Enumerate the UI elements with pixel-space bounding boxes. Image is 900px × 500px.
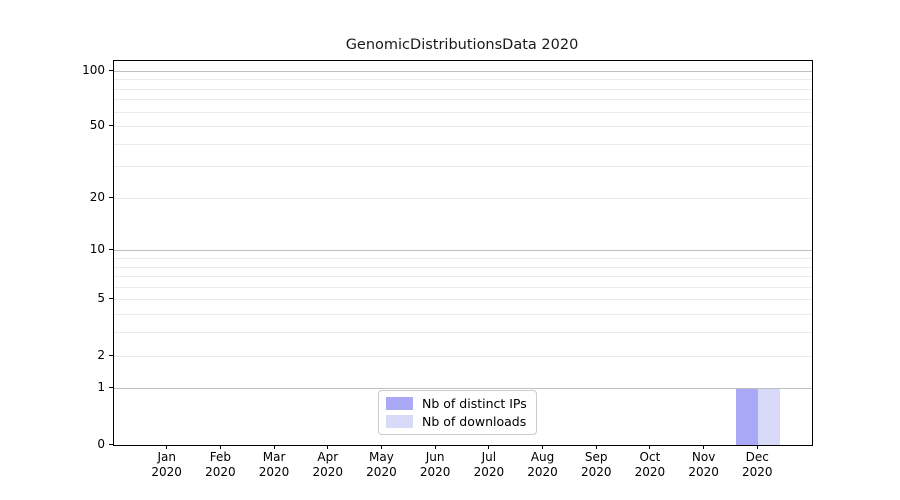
minor-gridline [114, 197, 812, 199]
y-tick-mark [109, 354, 113, 356]
x-tick-label: Oct 2020 [618, 450, 682, 480]
x-tick-year: 2020 [312, 465, 344, 479]
x-tick-month: Aug [530, 450, 555, 464]
x-tick-year: 2020 [258, 465, 290, 479]
y-tick-label: 0 [97, 436, 105, 451]
x-tick-label: May 2020 [349, 450, 413, 480]
x-tick-year: 2020 [527, 465, 558, 479]
x-tick-mark [756, 445, 758, 449]
x-tick-mark [703, 445, 705, 449]
x-tick-label: Jan 2020 [135, 450, 199, 480]
x-tick-label: Jun 2020 [403, 450, 467, 480]
x-tick-year: 2020 [419, 465, 451, 479]
minor-gridline [114, 79, 812, 81]
x-tick-label: Jul 2020 [457, 450, 521, 480]
bar-nb-of-downloads [758, 388, 781, 445]
legend-row: Nb of distinct IPs [386, 396, 527, 411]
minor-gridline [114, 126, 812, 127]
x-tick-mark [595, 445, 597, 449]
y-tick-label: 10 [89, 242, 105, 257]
major-gridline [114, 250, 812, 252]
x-tick-label: Nov 2020 [672, 450, 736, 480]
x-tick-month: Dec [745, 450, 769, 464]
x-tick-year: 2020 [473, 465, 505, 479]
y-tick-label: 50 [89, 118, 105, 132]
x-tick-month: Mar [262, 450, 286, 464]
x-tick-month: Jun [425, 450, 445, 464]
x-tick-month: Feb [209, 450, 231, 464]
chart-title: GenomicDistributionsData 2020 [345, 37, 579, 53]
legend-label: Nb of distinct IPs [422, 396, 527, 411]
x-tick-mark [327, 445, 329, 449]
major-gridline [114, 388, 812, 390]
y-tick-mark [109, 249, 113, 251]
x-tick-month: Apr [317, 450, 339, 464]
x-tick-year: 2020 [205, 465, 236, 479]
x-tick-month: Sep [584, 450, 608, 464]
x-tick-label: Aug 2020 [511, 450, 575, 480]
x-tick-mark [166, 445, 168, 449]
x-tick-year: 2020 [366, 465, 397, 479]
x-tick-mark [488, 445, 490, 449]
y-tick-mark [109, 443, 113, 445]
y-tick-mark [109, 387, 113, 389]
y-tick-mark [109, 196, 113, 198]
x-tick-month: Oct [639, 450, 661, 464]
legend-swatch [386, 397, 413, 410]
bar-nb-of-distinct-ips [736, 388, 759, 445]
legend-label: Nb of downloads [422, 414, 527, 429]
legend-row: Nb of downloads [386, 414, 527, 429]
y-tick-mark [109, 69, 113, 71]
x-tick-mark [434, 445, 436, 449]
minor-gridline [114, 276, 812, 278]
x-tick-mark [273, 445, 275, 449]
x-tick-year: 2020 [634, 465, 666, 479]
x-tick-month: Nov [691, 450, 716, 464]
x-tick-month: May [369, 450, 394, 464]
minor-gridline [114, 332, 812, 334]
y-tick-label: 5 [97, 291, 105, 306]
minor-gridline [114, 257, 812, 259]
minor-gridline [114, 88, 812, 90]
minor-gridline [114, 266, 812, 268]
minor-gridline [114, 166, 812, 168]
minor-gridline [114, 286, 812, 288]
minor-gridline [114, 355, 812, 357]
minor-gridline [114, 299, 812, 301]
minor-gridline [114, 99, 812, 101]
y-tick-label: 20 [89, 189, 105, 204]
minor-gridline [114, 143, 812, 145]
x-tick-month: Jan [157, 450, 176, 464]
x-tick-month: Jul [481, 450, 497, 464]
x-tick-year: 2020 [742, 465, 773, 479]
x-tick-mark [219, 445, 221, 449]
legend-swatch [386, 415, 413, 428]
legend: Nb of distinct IPs Nb of downloads [378, 390, 537, 435]
minor-gridline [114, 314, 812, 316]
y-tick-mark [109, 298, 113, 300]
plot-area [113, 60, 813, 446]
y-tick-label: 100 [82, 62, 105, 77]
y-tick-label: 2 [97, 347, 105, 362]
y-tick-label: 1 [97, 380, 105, 395]
x-tick-mark [542, 445, 544, 449]
x-tick-year: 2020 [688, 465, 719, 479]
x-tick-mark [380, 445, 382, 449]
x-tick-label: Apr 2020 [296, 450, 360, 480]
x-tick-label: Feb 2020 [188, 450, 252, 480]
major-gridline [114, 70, 812, 72]
x-tick-label: Dec 2020 [725, 450, 789, 480]
x-tick-label: Sep 2020 [564, 450, 628, 480]
x-tick-year: 2020 [580, 465, 612, 479]
x-tick-label: Mar 2020 [242, 450, 306, 480]
minor-gridline [114, 111, 812, 113]
x-tick-year: 2020 [151, 465, 182, 479]
x-tick-mark [649, 445, 651, 449]
y-tick-mark [109, 125, 113, 126]
